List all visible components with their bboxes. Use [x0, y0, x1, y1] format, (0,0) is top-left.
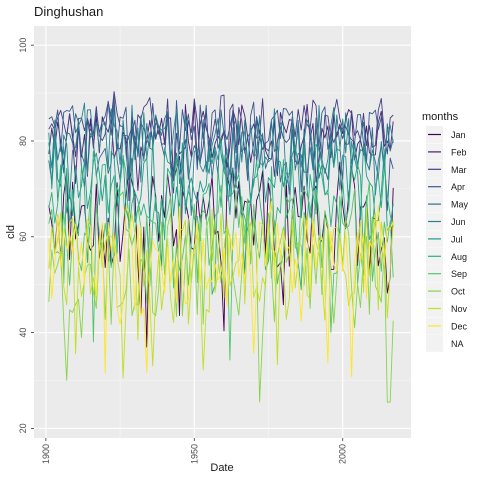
legend-label: Feb — [451, 147, 467, 157]
legend-label: Sep — [451, 269, 467, 279]
series-line-jul — [48, 132, 394, 275]
x-tick-label: 2000 — [338, 444, 348, 464]
y-tick-label: 40 — [18, 328, 28, 338]
x-axis-label: Date — [210, 462, 233, 474]
series-line-aug — [48, 150, 394, 295]
y-tick-label: 100 — [18, 38, 28, 53]
series-line-oct — [48, 207, 394, 403]
legend-label: Aug — [451, 252, 467, 262]
legend-title: months — [422, 111, 459, 123]
legend-label: Nov — [451, 304, 468, 314]
series-lines — [48, 91, 394, 403]
series-line-dec — [48, 200, 394, 378]
series-line-mar — [48, 91, 394, 202]
series-line-jan — [48, 161, 394, 348]
legend-label: Jul — [451, 234, 463, 244]
y-axis-label: cld — [5, 225, 17, 239]
legend-label: Jun — [451, 217, 466, 227]
y-tick-label: 20 — [18, 423, 28, 433]
legend-label: Dec — [451, 321, 468, 331]
legend-label: Mar — [451, 165, 467, 175]
y-tick-label: 60 — [18, 232, 28, 242]
y-tick-label: 80 — [18, 136, 28, 146]
chart-title: Dinghushan — [34, 4, 103, 19]
legend-key-na — [426, 334, 443, 352]
legend-label: Oct — [451, 287, 466, 297]
legend-label-na: NA — [451, 339, 464, 349]
legend-label: Apr — [451, 182, 465, 192]
series-line-nov — [48, 206, 394, 379]
grid-minor — [34, 26, 411, 438]
legend: months Jan Feb Mar Apr May Jun Jul Aug Sep Oct Nov… — [422, 111, 469, 352]
x-tick-label: 1900 — [41, 444, 51, 464]
y-axis: 20 40 60 80 100 — [18, 38, 34, 433]
grid-major — [34, 26, 411, 438]
legend-label: Jan — [451, 130, 466, 140]
series-line-sep — [48, 181, 394, 361]
series-line-jun — [48, 102, 394, 216]
x-tick-label: 1950 — [189, 444, 199, 464]
legend-label: May — [451, 200, 469, 210]
x-axis: 1900 1950 2000 — [41, 438, 348, 464]
